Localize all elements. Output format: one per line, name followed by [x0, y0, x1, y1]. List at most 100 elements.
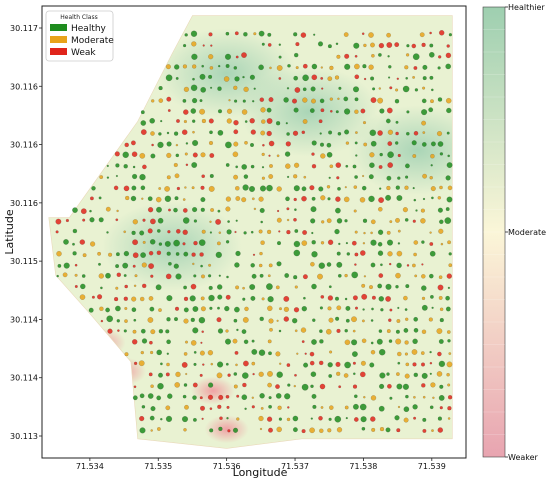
plant-point-healthy: [337, 186, 341, 191]
plant-point-moderate: [150, 350, 154, 355]
plant-point-healthy: [190, 84, 198, 92]
plant-point-healthy: [310, 86, 316, 92]
plant-point-weak: [318, 119, 323, 124]
plant-point-healthy: [337, 132, 342, 136]
plant-point-healthy: [377, 241, 383, 247]
plant-point-moderate: [420, 208, 425, 213]
plant-point-weak: [395, 131, 399, 136]
plant-point-healthy: [397, 242, 401, 245]
plant-point-moderate: [344, 186, 347, 189]
plant-point-healthy: [406, 44, 410, 48]
plant-point-healthy: [276, 241, 282, 246]
plant-point-weak: [267, 43, 272, 47]
plant-point-healthy: [317, 41, 324, 47]
plant-point-weak: [139, 416, 145, 422]
plant-point-healthy: [268, 404, 272, 409]
legend-swatch-healthy: [50, 24, 67, 31]
plant-point-weak: [286, 363, 291, 367]
plant-point-healthy: [343, 108, 351, 115]
plant-point-moderate: [387, 129, 394, 135]
plant-point-healthy: [446, 131, 450, 135]
plant-point-healthy: [139, 173, 146, 181]
plant-point-healthy: [189, 295, 196, 302]
plant-point-healthy: [437, 141, 444, 147]
plant-point-moderate: [269, 164, 273, 168]
plant-point-healthy: [338, 242, 341, 246]
plant-point-weak: [335, 361, 341, 367]
plant-point-healthy: [319, 329, 323, 333]
plant-point-healthy: [318, 262, 326, 269]
plant-point-healthy: [403, 406, 410, 413]
plant-point-healthy: [242, 372, 249, 379]
plant-point-weak: [360, 108, 366, 114]
plant-point-weak: [302, 230, 308, 235]
plant-point-moderate: [123, 230, 127, 234]
plant-point-healthy: [182, 99, 187, 103]
plant-point-healthy: [174, 64, 180, 70]
plant-point-moderate: [378, 207, 383, 212]
plant-point-weak: [82, 218, 86, 222]
plant-point-moderate: [267, 370, 273, 377]
plant-point-healthy: [293, 185, 300, 192]
plant-point-healthy: [386, 175, 392, 181]
plant-point-weak: [259, 97, 265, 102]
plant-point-healthy: [225, 64, 230, 68]
plant-point-healthy: [388, 339, 393, 343]
plant-point-weak: [147, 207, 154, 213]
plant-point-weak: [311, 74, 318, 81]
plant-point-moderate: [253, 207, 257, 211]
plant-point-healthy: [336, 218, 343, 224]
plant-point-healthy: [345, 305, 351, 311]
plant-point-moderate: [261, 119, 266, 124]
plant-point-healthy: [209, 130, 213, 135]
plant-point-moderate: [329, 97, 333, 101]
plant-point-weak: [301, 195, 307, 202]
plant-point-healthy: [250, 143, 254, 147]
legend-swatch-moderate: [50, 36, 67, 43]
plant-point-moderate: [259, 251, 263, 256]
plant-point-moderate: [192, 64, 197, 69]
plant-point-moderate: [62, 272, 68, 278]
plant-point-moderate: [402, 207, 408, 213]
plant-point-healthy: [157, 217, 164, 224]
x-tick-label: 71.534: [76, 462, 104, 471]
plant-point-moderate: [200, 306, 206, 312]
plant-point-healthy: [360, 416, 367, 423]
plant-point-moderate: [132, 219, 138, 225]
plant-point-weak: [437, 427, 443, 433]
plant-point-healthy: [241, 394, 248, 401]
plant-point-moderate: [300, 327, 307, 333]
plant-point-healthy: [140, 110, 145, 115]
plant-point-moderate: [216, 241, 221, 246]
plant-point-weak: [165, 372, 170, 377]
plant-point-healthy: [385, 427, 391, 433]
plant-point-moderate: [343, 373, 349, 378]
plant-point-healthy: [319, 132, 322, 135]
plant-point-healthy: [327, 44, 332, 49]
plant-point-healthy: [284, 151, 291, 157]
plant-point-moderate: [166, 362, 170, 367]
plant-point-healthy: [259, 207, 265, 214]
plant-point-healthy: [379, 108, 385, 114]
plant-point-healthy: [428, 107, 434, 113]
plant-point-healthy: [98, 217, 104, 223]
plant-point-healthy: [292, 318, 298, 324]
plant-point-weak: [181, 129, 188, 135]
plant-point-weak: [437, 351, 442, 357]
plant-point-moderate: [293, 384, 296, 388]
plant-point-healthy: [218, 426, 223, 432]
plant-point-weak: [354, 252, 359, 257]
plant-point-moderate: [326, 328, 332, 335]
plant-point-moderate: [183, 119, 187, 124]
plant-point-healthy: [115, 174, 118, 178]
plant-point-healthy: [413, 372, 418, 378]
plant-point-moderate: [267, 382, 272, 388]
plant-point-healthy: [208, 382, 214, 388]
plant-point-healthy: [387, 55, 390, 58]
plant-point-healthy: [311, 231, 314, 235]
plant-point-moderate: [82, 253, 87, 258]
plant-point-weak: [200, 185, 205, 190]
plant-point-healthy: [380, 263, 383, 267]
plant-point-moderate: [209, 66, 214, 70]
plant-point-healthy: [275, 121, 281, 126]
